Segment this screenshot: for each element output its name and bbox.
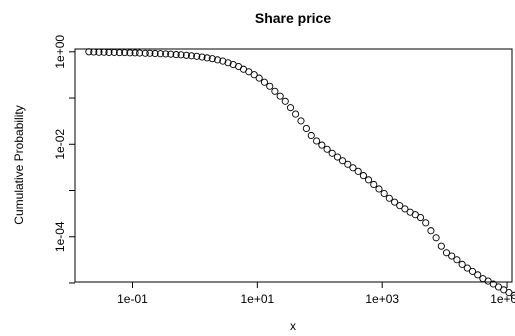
data-point	[250, 71, 258, 79]
data-point	[297, 117, 305, 125]
data-point	[162, 50, 170, 58]
data-point	[95, 48, 103, 56]
data-point	[193, 52, 201, 60]
data-point	[494, 283, 503, 291]
data-point	[380, 189, 388, 198]
data-point	[224, 59, 232, 67]
data-point	[90, 48, 98, 56]
data-point	[489, 280, 497, 288]
data-point	[208, 55, 216, 63]
data-point	[468, 267, 477, 275]
x-tick-label: 1e+03	[365, 292, 399, 306]
data-point	[427, 227, 435, 235]
data-point	[131, 49, 139, 57]
data-point	[318, 141, 326, 149]
data-point	[391, 198, 399, 206]
data-point	[110, 48, 118, 56]
data-point	[141, 49, 149, 57]
plot-frame	[74, 48, 513, 283]
data-point	[458, 260, 466, 268]
data-point	[323, 145, 331, 153]
data-point	[307, 131, 315, 140]
data-point	[354, 167, 362, 175]
y-tick-label: 1e-04	[53, 221, 67, 252]
data-point	[401, 205, 409, 213]
data-point	[115, 49, 124, 57]
data-point	[333, 153, 342, 161]
data-point	[313, 137, 321, 145]
x-tick-label: 1e+01	[240, 292, 274, 306]
data-point	[385, 194, 393, 202]
data-point	[198, 53, 206, 61]
data-point	[437, 242, 445, 250]
y-tick-label: 1e+00	[53, 35, 67, 69]
data-point	[276, 92, 284, 100]
data-point	[151, 49, 159, 58]
data-point	[281, 97, 289, 105]
x-tick-label: 1e-01	[117, 292, 148, 306]
y-axis-label: Cumulative Probability	[12, 105, 26, 224]
data-point	[187, 52, 195, 60]
data-point	[182, 51, 190, 59]
data-point	[359, 172, 367, 180]
data-point	[255, 74, 263, 82]
data-point	[411, 211, 419, 219]
data-point	[245, 68, 253, 76]
y-tick-label: 1e-02	[53, 129, 67, 160]
y-axis: 1e+00 1e-02 1e-04	[53, 35, 75, 284]
data-point	[286, 104, 295, 112]
data-point	[126, 49, 134, 57]
data-point	[365, 176, 373, 184]
data-point	[260, 78, 269, 86]
data-point	[213, 56, 222, 64]
data-point	[292, 110, 300, 118]
data-point	[339, 157, 347, 165]
data-point	[416, 214, 425, 222]
data-point	[375, 185, 383, 193]
data-point	[172, 51, 180, 59]
data-point	[219, 57, 227, 65]
data-point	[463, 264, 471, 272]
chart-title: Share price	[255, 10, 331, 26]
data-point	[510, 291, 515, 299]
data-point	[302, 124, 310, 132]
data-point	[484, 277, 492, 285]
data-point	[448, 252, 456, 260]
data-point	[266, 82, 274, 90]
data-point	[453, 256, 461, 264]
data-point	[432, 234, 440, 242]
data-point	[146, 49, 154, 57]
data-point	[177, 51, 185, 59]
data-point	[156, 50, 164, 58]
data-point	[167, 50, 175, 58]
x-axis-label: x	[290, 319, 296, 333]
data-point	[105, 48, 113, 56]
data-point	[344, 160, 352, 168]
data-point	[203, 54, 211, 62]
data-point	[422, 219, 430, 227]
data-points	[85, 48, 515, 299]
data-point	[349, 164, 357, 172]
data-point	[442, 249, 451, 257]
data-point	[100, 48, 108, 56]
data-point	[271, 87, 279, 95]
data-point	[85, 48, 93, 56]
data-point	[396, 202, 404, 210]
data-point	[474, 271, 482, 279]
data-point	[121, 49, 129, 57]
data-point	[370, 180, 378, 189]
data-point	[136, 49, 144, 57]
data-point	[328, 149, 336, 157]
